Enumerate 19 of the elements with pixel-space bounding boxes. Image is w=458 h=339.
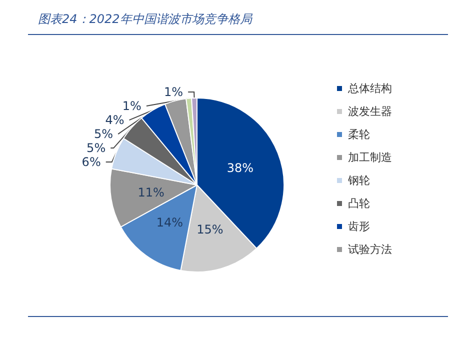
data-label: 15% <box>196 222 224 237</box>
data-label: 11% <box>138 185 164 200</box>
data-label: 1% <box>122 99 142 114</box>
data-label: 14% <box>156 216 184 230</box>
legend-label: 柔轮 <box>348 128 370 141</box>
data-label: 6% <box>82 155 101 170</box>
data-label: 38% <box>226 160 254 175</box>
data-label: 4% <box>105 113 124 128</box>
legend-label: 试验方法 <box>348 243 392 256</box>
legend-label: 波发生器 <box>348 105 392 118</box>
data-label: 1% <box>164 85 184 100</box>
legend-label: 凸轮 <box>348 197 370 210</box>
legend-label: 钢轮 <box>347 174 370 187</box>
legend-label: 齿形 <box>348 220 370 233</box>
data-label: 5% <box>94 127 114 142</box>
chart-title: 图表24：2022年中国谐波市场竞争格局 <box>38 11 252 28</box>
legend-label: 加工制造 <box>348 151 392 164</box>
data-label: 5% <box>86 141 106 156</box>
legend-label: 总体结构 <box>347 82 392 95</box>
